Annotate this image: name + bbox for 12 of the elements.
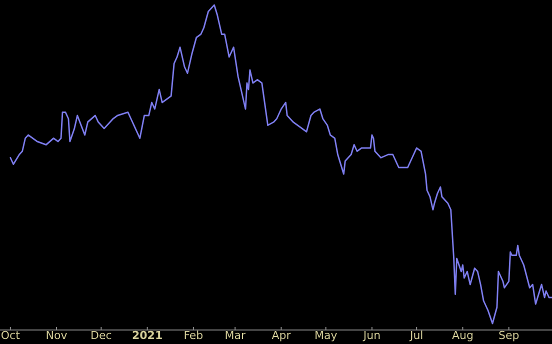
x-tick-label: Aug (452, 329, 474, 342)
x-tick-label: Mar (224, 329, 246, 342)
x-tick-label: 2021 (132, 329, 163, 342)
x-tick-label: May (314, 329, 338, 342)
x-tick-label: Apr (272, 329, 292, 342)
x-tick-label: Nov (46, 329, 68, 342)
x-tick-label: Jun (362, 329, 381, 342)
x-tick-label: Feb (184, 329, 204, 342)
x-tick-label: Dec (90, 329, 112, 342)
x-tick-label: Sep (498, 329, 520, 342)
x-tick-label: Jul (408, 329, 424, 342)
x-tick-label: Oct (0, 329, 21, 342)
